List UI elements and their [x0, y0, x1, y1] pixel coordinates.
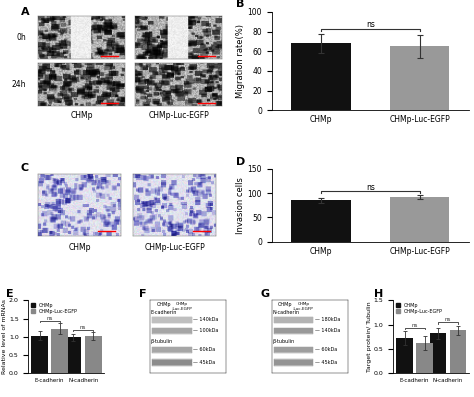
Bar: [390, 197, 449, 242]
Legend: CHMp, CHMp-Luc-EGFP: CHMp, CHMp-Luc-EGFP: [396, 303, 442, 314]
Bar: [31, 335, 48, 373]
Bar: [390, 46, 449, 110]
Text: C: C: [20, 163, 28, 173]
Bar: [152, 318, 192, 322]
Bar: [274, 328, 313, 333]
Text: — 45kDa: — 45kDa: [193, 360, 216, 365]
Bar: [292, 200, 351, 242]
Bar: [152, 347, 192, 353]
Text: ns: ns: [411, 322, 418, 328]
Text: F: F: [138, 289, 146, 299]
Bar: [416, 343, 433, 373]
Text: — 60kDa: — 60kDa: [193, 347, 216, 353]
Bar: [85, 336, 101, 373]
Text: 0h: 0h: [17, 33, 27, 42]
Bar: [152, 359, 192, 366]
Text: CHMp: CHMp: [156, 303, 171, 308]
Text: B: B: [236, 0, 245, 9]
Text: G: G: [260, 289, 269, 299]
Text: CHMp-Luc-EGFP: CHMp-Luc-EGFP: [144, 243, 205, 252]
Bar: [152, 328, 192, 334]
Y-axis label: Migration rate(%): Migration rate(%): [236, 24, 245, 98]
Text: ns: ns: [46, 316, 53, 321]
Text: 24h: 24h: [12, 80, 27, 89]
Text: — 180kDa: — 180kDa: [315, 318, 340, 322]
Text: β-tubulin: β-tubulin: [151, 339, 173, 345]
Text: — 140kDa: — 140kDa: [193, 318, 219, 322]
Bar: [152, 347, 192, 353]
Text: — 100kDa: — 100kDa: [193, 328, 219, 333]
Bar: [274, 347, 313, 353]
Bar: [396, 338, 413, 373]
Y-axis label: Target protein/ Tubulin: Target protein/ Tubulin: [367, 301, 373, 372]
Text: N-cadherin: N-cadherin: [273, 310, 300, 314]
Bar: [429, 333, 447, 373]
Text: — 140kDa: — 140kDa: [315, 328, 340, 333]
Text: E: E: [6, 289, 13, 299]
Text: ns: ns: [366, 20, 375, 29]
Text: — 60kDa: — 60kDa: [315, 347, 337, 353]
Text: CHMp: CHMp: [278, 303, 292, 308]
Text: ns: ns: [366, 183, 375, 192]
Bar: [51, 329, 68, 373]
Bar: [274, 317, 313, 323]
Bar: [274, 347, 313, 353]
Text: D: D: [236, 157, 246, 167]
Bar: [152, 328, 192, 333]
Text: β-tubulin: β-tubulin: [273, 339, 294, 345]
Bar: [450, 330, 466, 373]
Bar: [152, 317, 192, 323]
Text: CHMp
-Luc-EGFP: CHMp -Luc-EGFP: [293, 303, 314, 311]
Bar: [274, 360, 313, 365]
Bar: [65, 337, 82, 373]
Bar: [274, 318, 313, 322]
Text: CHMp
-Luc-EGFP: CHMp -Luc-EGFP: [172, 303, 192, 311]
Text: E-cadherin: E-cadherin: [151, 310, 177, 314]
Y-axis label: Invasion cells: Invasion cells: [236, 177, 245, 234]
Text: CHMp: CHMp: [69, 243, 91, 252]
Bar: [274, 359, 313, 366]
Y-axis label: Relative level of mRNAs: Relative level of mRNAs: [2, 299, 8, 374]
Bar: [152, 360, 192, 365]
Text: H: H: [374, 289, 383, 299]
Bar: [274, 328, 313, 334]
Text: ns: ns: [80, 325, 86, 330]
Text: CHMp-Luc-EGFP: CHMp-Luc-EGFP: [148, 111, 209, 120]
Text: ns: ns: [445, 317, 451, 322]
Bar: [292, 43, 351, 110]
Text: — 45kDa: — 45kDa: [315, 360, 337, 365]
Text: CHMp: CHMp: [71, 111, 93, 120]
Text: A: A: [20, 7, 29, 17]
Legend: CHMp, CHMp-Luc-EGFP: CHMp, CHMp-Luc-EGFP: [31, 303, 78, 314]
